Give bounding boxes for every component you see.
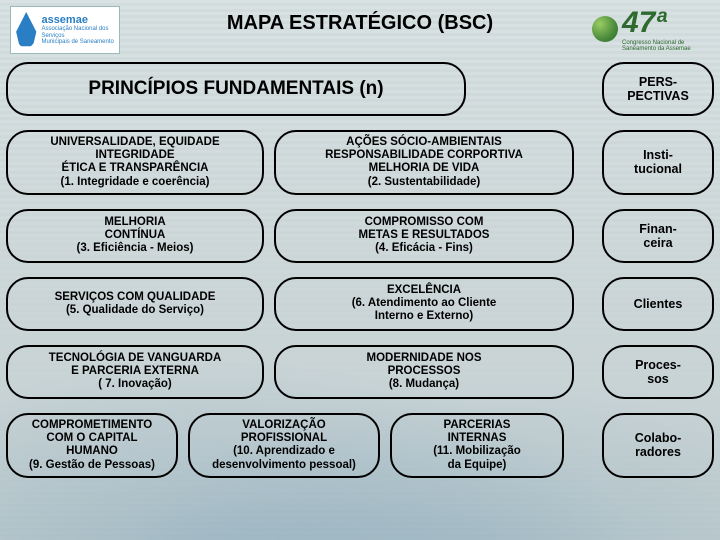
- principle-10: VALORIZAÇÃO PROFISSIONAL (10. Aprendizad…: [188, 413, 380, 478]
- row-header: PRINCÍPIOS FUNDAMENTAIS (n) PERS- PECTIV…: [6, 62, 714, 116]
- principles-header: PRINCÍPIOS FUNDAMENTAIS (n): [6, 62, 466, 116]
- principle-5: SERVIÇOS COM QUALIDADE (5. Qualidade do …: [6, 277, 264, 331]
- logo-right-sub: Congresso Nacional de Saneamento da Asse…: [622, 40, 691, 52]
- principle-8: MODERNIDADE NOS PROCESSOS (8. Mudança): [274, 345, 574, 399]
- principle-6: EXCELÊNCIA (6. Atendimento ao Cliente In…: [274, 277, 574, 331]
- bsc-map: assemae Associação Nacional dos Serviços…: [0, 0, 720, 540]
- logo-congress: 47ª Congresso Nacional de Saneamento da …: [592, 4, 712, 54]
- perspective-processes: Proces- sos: [602, 345, 714, 399]
- principle-2: AÇÕES SÓCIO-AMBIENTAIS RESPONSABILIDADE …: [274, 130, 574, 195]
- principle-7: TECNOLÓGIA DE VANGUARDA E PARCERIA EXTER…: [6, 345, 264, 399]
- perspective-clients: Clientes: [602, 277, 714, 331]
- row-1: UNIVERSALIDADE, EQUIDADE INTEGRIDADE ÉTI…: [6, 130, 714, 195]
- perspectives-header: PERS- PECTIVAS: [602, 62, 714, 116]
- principle-3: MELHORIA CONTÍNUA (3. Eficiência - Meios…: [6, 209, 264, 263]
- row-5: COMPROMETIMENTO COM O CAPITAL HUMANO (9.…: [6, 413, 714, 478]
- principle-4: COMPROMISSO COM METAS E RESULTADOS (4. E…: [274, 209, 574, 263]
- logo-right-number: 47ª: [622, 6, 691, 40]
- row-2: MELHORIA CONTÍNUA (3. Eficiência - Meios…: [6, 209, 714, 263]
- header-bar: assemae Associação Nacional dos Serviços…: [0, 0, 720, 56]
- grid: PRINCÍPIOS FUNDAMENTAIS (n) PERS- PECTIV…: [6, 62, 714, 532]
- principle-9: COMPROMETIMENTO COM O CAPITAL HUMANO (9.…: [6, 413, 178, 478]
- perspective-collaborators: Colabo- radores: [602, 413, 714, 478]
- perspective-financial: Finan- ceira: [602, 209, 714, 263]
- globe-icon: [592, 16, 618, 42]
- perspective-institutional: Insti- tucional: [602, 130, 714, 195]
- row-3: SERVIÇOS COM QUALIDADE (5. Qualidade do …: [6, 277, 714, 331]
- principle-11: PARCERIAS INTERNAS (11. Mobilização da E…: [390, 413, 564, 478]
- row-4: TECNOLÓGIA DE VANGUARDA E PARCERIA EXTER…: [6, 345, 714, 399]
- principle-1: UNIVERSALIDADE, EQUIDADE INTEGRIDADE ÉTI…: [6, 130, 264, 195]
